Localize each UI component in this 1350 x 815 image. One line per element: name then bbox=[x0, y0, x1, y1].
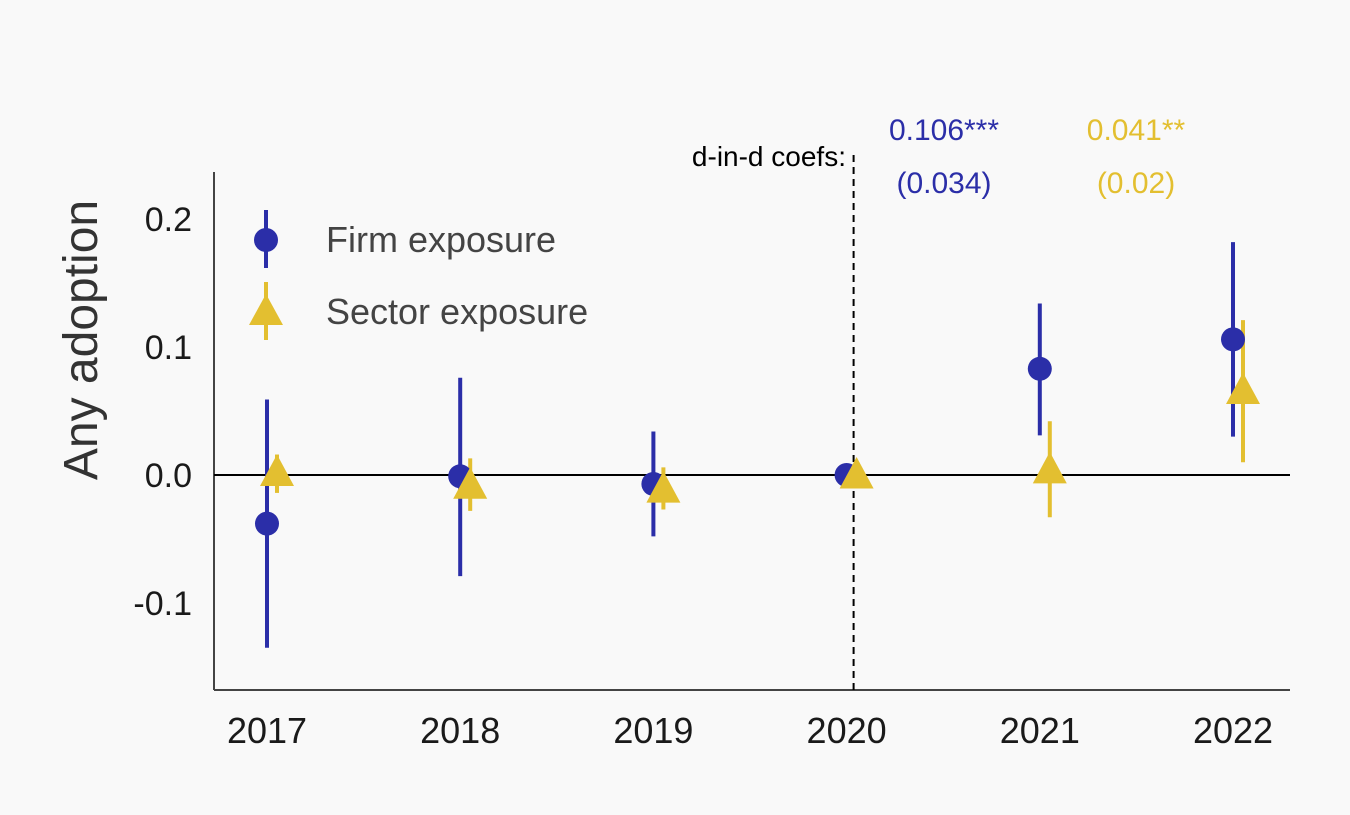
sector-se-label: (0.02) bbox=[1097, 167, 1175, 200]
y-axis-label: Any adoption bbox=[55, 200, 108, 480]
sector-coef-label: 0.041** bbox=[1087, 114, 1186, 147]
chart-text: -0.1 0.0 0.1 0.2 2017 2018 2019 2020 2021 2022 Any… bbox=[55, 114, 1273, 751]
data-point bbox=[1226, 372, 1260, 405]
data-point bbox=[1032, 451, 1067, 484]
x-tick-label: 2021 bbox=[1000, 710, 1080, 751]
did-label: d-in-d coefs: bbox=[692, 141, 846, 172]
y-tick-label: -0.1 bbox=[133, 585, 192, 623]
legend-label: Firm exposure bbox=[326, 219, 556, 260]
data-point bbox=[453, 467, 488, 499]
y-tick-label: 0.1 bbox=[145, 329, 192, 367]
x-tick-label: 2020 bbox=[807, 710, 887, 751]
data-point bbox=[255, 511, 279, 536]
x-tick-label: 2017 bbox=[227, 710, 307, 751]
legend-label: Sector exposure bbox=[326, 291, 588, 332]
legend-marker bbox=[249, 294, 283, 325]
data-point bbox=[646, 471, 681, 503]
data-point bbox=[260, 454, 294, 486]
x-tick-label: 2018 bbox=[420, 710, 500, 751]
legend-marker bbox=[254, 228, 278, 252]
data-marks bbox=[249, 210, 1260, 648]
plot-area bbox=[213, 155, 1290, 691]
y-tick-label: 0.2 bbox=[145, 201, 192, 239]
y-tick-label: 0.0 bbox=[145, 457, 192, 495]
x-tick-label: 2019 bbox=[613, 710, 693, 751]
data-point bbox=[1221, 327, 1245, 352]
data-point bbox=[1027, 356, 1052, 381]
x-tick-label: 2022 bbox=[1193, 710, 1273, 751]
firm-coef-label: 0.106*** bbox=[889, 114, 999, 147]
firm-se-label: (0.034) bbox=[896, 167, 991, 200]
data-point bbox=[839, 457, 874, 489]
